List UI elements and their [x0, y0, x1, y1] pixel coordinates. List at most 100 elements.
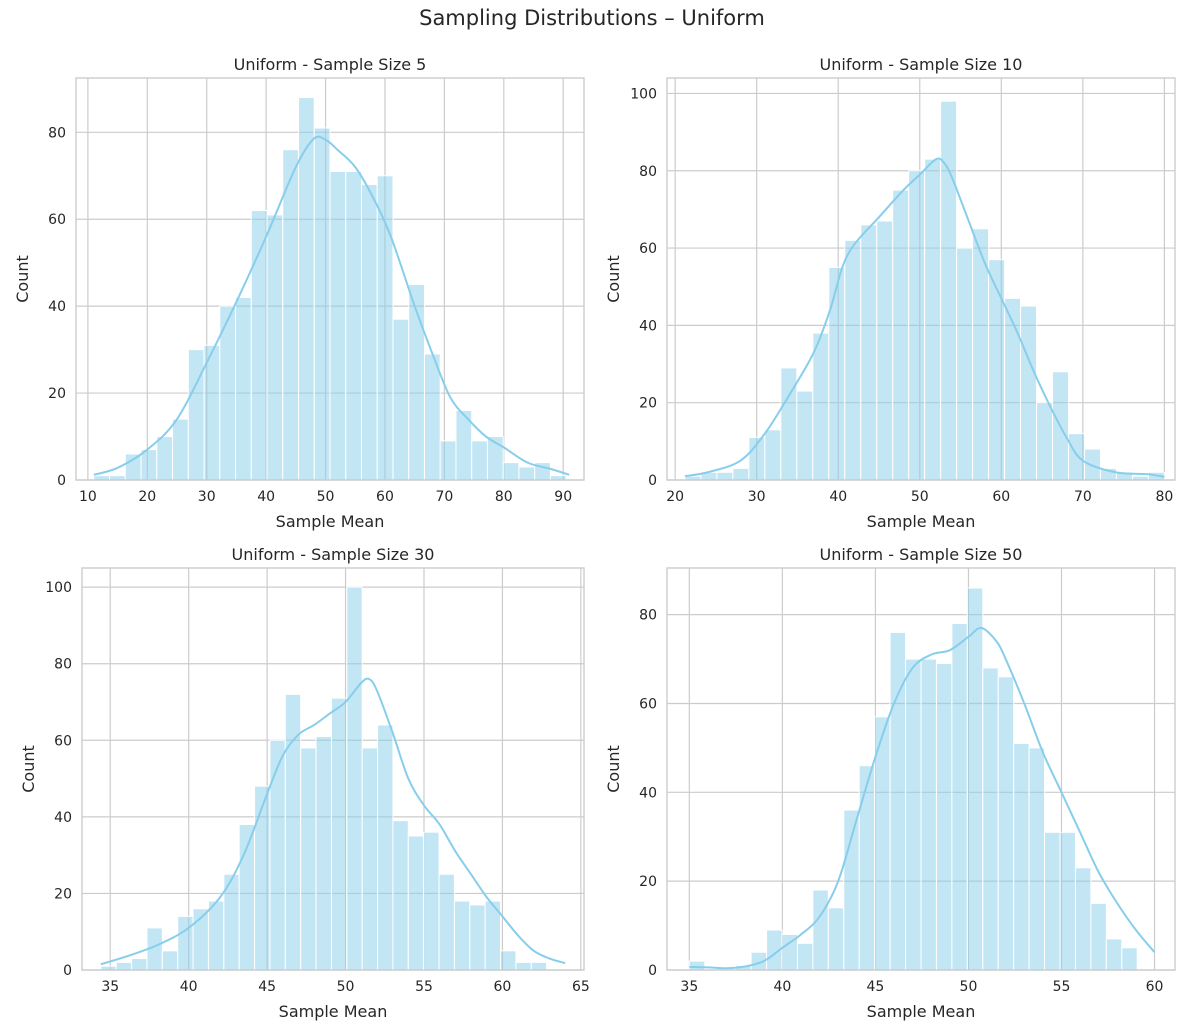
x-axis-label: Sample Mean	[867, 512, 976, 531]
histogram-bar	[812, 889, 829, 971]
x-tick-label: 35	[680, 979, 698, 995]
histogram-bar	[502, 462, 520, 481]
histogram-bar	[796, 942, 814, 971]
histogram-bar	[313, 127, 331, 481]
histogram-bar	[956, 247, 974, 481]
x-tick-label: 50	[911, 489, 929, 505]
histogram-bar	[876, 220, 894, 481]
histogram-bar	[518, 466, 536, 481]
histogram-bar	[858, 765, 876, 971]
histogram-bar	[908, 170, 926, 481]
y-tick-label: 0	[648, 473, 657, 489]
x-tick-label: 10	[79, 489, 97, 505]
histogram-bar	[282, 149, 300, 481]
histogram-bar	[796, 390, 814, 481]
histogram-bar	[269, 739, 286, 971]
histogram-bar	[935, 663, 953, 971]
y-tick-label: 60	[639, 241, 657, 257]
x-tick-label: 40	[180, 979, 198, 995]
histogram-bar	[124, 453, 142, 481]
y-tick-label: 20	[54, 886, 72, 902]
histogram-bar	[438, 873, 455, 971]
histogram-bar	[1105, 938, 1123, 971]
x-tick-label: 45	[866, 979, 884, 995]
histogram-bar	[330, 697, 348, 971]
y-tick-label: 60	[48, 212, 66, 228]
histogram-bar	[966, 587, 984, 971]
chart-title: Uniform - Sample Size 50	[820, 545, 1023, 564]
y-tick-label: 20	[639, 396, 657, 412]
histogram-bar	[1044, 831, 1061, 971]
y-tick-label: 100	[45, 580, 72, 596]
y-tick-label: 40	[639, 318, 657, 334]
x-tick-label: 90	[554, 489, 572, 505]
histogram-bar	[392, 318, 410, 481]
histogram-bar	[905, 658, 922, 971]
y-tick-label: 80	[639, 608, 657, 624]
chart-title: Uniform - Sample Size 10	[820, 55, 1023, 74]
histogram-bar	[423, 831, 440, 971]
x-tick-label: 70	[435, 489, 453, 505]
x-tick-label: 30	[748, 489, 766, 505]
histogram-bar	[439, 440, 457, 481]
histogram-bar	[530, 961, 548, 971]
y-tick-label: 0	[63, 963, 72, 979]
x-tick-label: 60	[992, 489, 1010, 505]
histogram-bar	[1059, 831, 1076, 971]
histogram-bar	[298, 97, 315, 481]
histogram-bar	[1074, 867, 1092, 971]
histogram-bar	[187, 349, 205, 481]
histogram-bar	[423, 353, 441, 481]
x-axis-label: Sample Mean	[276, 512, 385, 531]
plot-frame	[81, 567, 585, 971]
plot-frame	[666, 567, 1176, 971]
histogram-bar	[515, 961, 532, 971]
histogram-bar	[1020, 305, 1038, 481]
x-tick-label: 60	[1146, 979, 1164, 995]
histogram-bar	[131, 958, 148, 971]
kde-curve	[689, 626, 1156, 970]
y-tick-label: 80	[639, 164, 657, 180]
x-tick-label: 40	[829, 489, 847, 505]
histogram-bar	[892, 189, 910, 481]
histogram-bar	[453, 900, 471, 971]
histogram-bar	[177, 915, 194, 971]
histogram-bar	[827, 907, 845, 971]
y-axis-label: Count	[604, 745, 623, 793]
x-tick-label: 80	[495, 489, 513, 505]
x-tick-label: 80	[1155, 489, 1173, 505]
y-tick-label: 100	[630, 86, 657, 102]
histogram-bar	[951, 623, 968, 971]
histogram-bar	[1083, 448, 1101, 481]
histogram-bar	[1036, 402, 1054, 481]
histogram-bar	[988, 259, 1006, 481]
y-tick-label: 40	[639, 785, 657, 801]
histogram-bar	[115, 961, 133, 971]
histogram-bar	[1004, 297, 1022, 481]
histogram-bar	[254, 785, 271, 971]
histogram-bar	[982, 667, 999, 971]
y-tick-label: 80	[54, 657, 72, 673]
x-tick-label: 45	[258, 979, 276, 995]
y-tick-label: 60	[54, 733, 72, 749]
chart-title: Uniform - Sample Size 30	[232, 545, 435, 564]
chart-panel-sample-size-30: Uniform - Sample Size 30 35 40 45 50 55 60 65 0 2…	[19, 545, 590, 1021]
x-tick-label: 40	[773, 979, 791, 995]
histogram-bar	[346, 586, 363, 971]
x-axis-label: Sample Mean	[867, 1002, 976, 1021]
x-tick-label: 65	[572, 979, 590, 995]
histogram-bar	[172, 418, 189, 481]
histogram-bar	[844, 239, 862, 481]
y-axis-label: Count	[19, 745, 38, 793]
histogram-bar	[140, 449, 158, 481]
histogram-bar	[924, 158, 942, 481]
histogram-bar	[161, 950, 179, 971]
x-tick-label: 60	[376, 489, 394, 505]
histogram-bar	[688, 960, 706, 971]
histogram-bar	[1090, 902, 1107, 971]
histogram-bar	[329, 170, 347, 481]
histogram-bar	[407, 835, 425, 971]
plot-frame	[666, 77, 1176, 481]
histogram-bar	[377, 724, 394, 971]
